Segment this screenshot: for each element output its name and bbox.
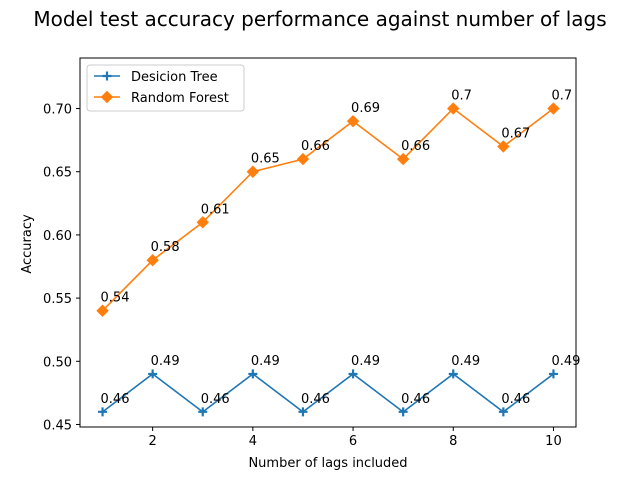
data-point	[348, 369, 358, 379]
data-label: 0.46	[501, 392, 530, 407]
data-label: 0.49	[151, 354, 180, 369]
data-point	[298, 407, 308, 417]
data-point	[398, 407, 408, 417]
data-point	[148, 369, 158, 379]
series-desicion-tree: 0.46 0.49 0.46 0.49 0.46 0.49 0.46 0.49 0.46 0.49	[98, 354, 580, 417]
data-label: 0.46	[401, 392, 430, 407]
data-point	[447, 102, 460, 115]
data-point	[497, 140, 510, 153]
data-label: 0.49	[351, 354, 380, 369]
data-point	[198, 407, 208, 417]
data-label: 0.7	[551, 89, 572, 104]
data-label: 0.58	[151, 240, 180, 255]
x-tick-label: 10	[545, 434, 562, 449]
y-tick-label: 0.70	[43, 103, 72, 118]
data-point	[96, 304, 109, 317]
legend-box	[86, 64, 245, 112]
plot-frame	[79, 57, 577, 428]
data-label: 0.46	[201, 392, 230, 407]
data-label: 0.49	[251, 354, 280, 369]
legend: Desicion Tree Random Forest	[86, 64, 245, 112]
data-label: 0.49	[451, 354, 480, 369]
legend-label: Random Forest	[131, 91, 229, 106]
data-label: 0.49	[551, 354, 580, 369]
data-point	[98, 407, 108, 417]
data-point	[396, 152, 410, 166]
series-line	[102, 372, 554, 413]
data-label: 0.66	[301, 139, 330, 154]
y-tick-label: 0.65	[43, 166, 72, 181]
chart-title: Model test accuracy performance against …	[33, 7, 606, 31]
data-label: 0.67	[501, 126, 530, 141]
y-tick-label: 0.55	[43, 292, 72, 307]
data-point	[448, 369, 458, 379]
data-label: 0.46	[301, 392, 330, 407]
data-point	[246, 165, 260, 178]
series-line	[101, 107, 554, 312]
data-label: 0.69	[351, 101, 380, 116]
data-label: 0.7	[451, 89, 472, 104]
x-tick-label: 6	[349, 434, 357, 449]
x-tick-label: 2	[149, 434, 157, 449]
data-label: 0.65	[251, 152, 280, 167]
x-tick-label: 8	[449, 434, 457, 449]
y-tick-label: 0.50	[43, 355, 72, 370]
y-tick-label: 0.60	[43, 229, 72, 244]
y-axis-label: Accuracy	[20, 214, 35, 274]
data-point	[296, 152, 310, 166]
data-label: 0.61	[201, 202, 230, 217]
data-point	[248, 369, 258, 379]
x-axis-label: Number of lags included	[248, 456, 407, 471]
data-point	[346, 114, 360, 128]
data-point	[547, 102, 560, 115]
legend-marker	[102, 71, 112, 81]
data-label: 0.46	[101, 392, 130, 407]
series-random-forest: 0.54 0.58 0.61 0.65 0.66 0.69 0.66 0.7 0.67 0.7	[96, 89, 572, 317]
legend-label: Desicion Tree	[131, 70, 218, 85]
data-label: 0.54	[101, 291, 130, 306]
data-point	[146, 253, 159, 267]
data-point	[548, 369, 558, 379]
legend-marker	[100, 90, 114, 104]
y-tick-label: 0.45	[43, 418, 72, 433]
plot-area: 2 4 6 8 100.450.500.550.600.650.700.460.490.…	[43, 57, 580, 449]
data-point	[498, 407, 508, 417]
x-tick-label: 4	[249, 434, 257, 449]
data-point	[196, 216, 209, 229]
data-label: 0.66	[401, 139, 430, 154]
